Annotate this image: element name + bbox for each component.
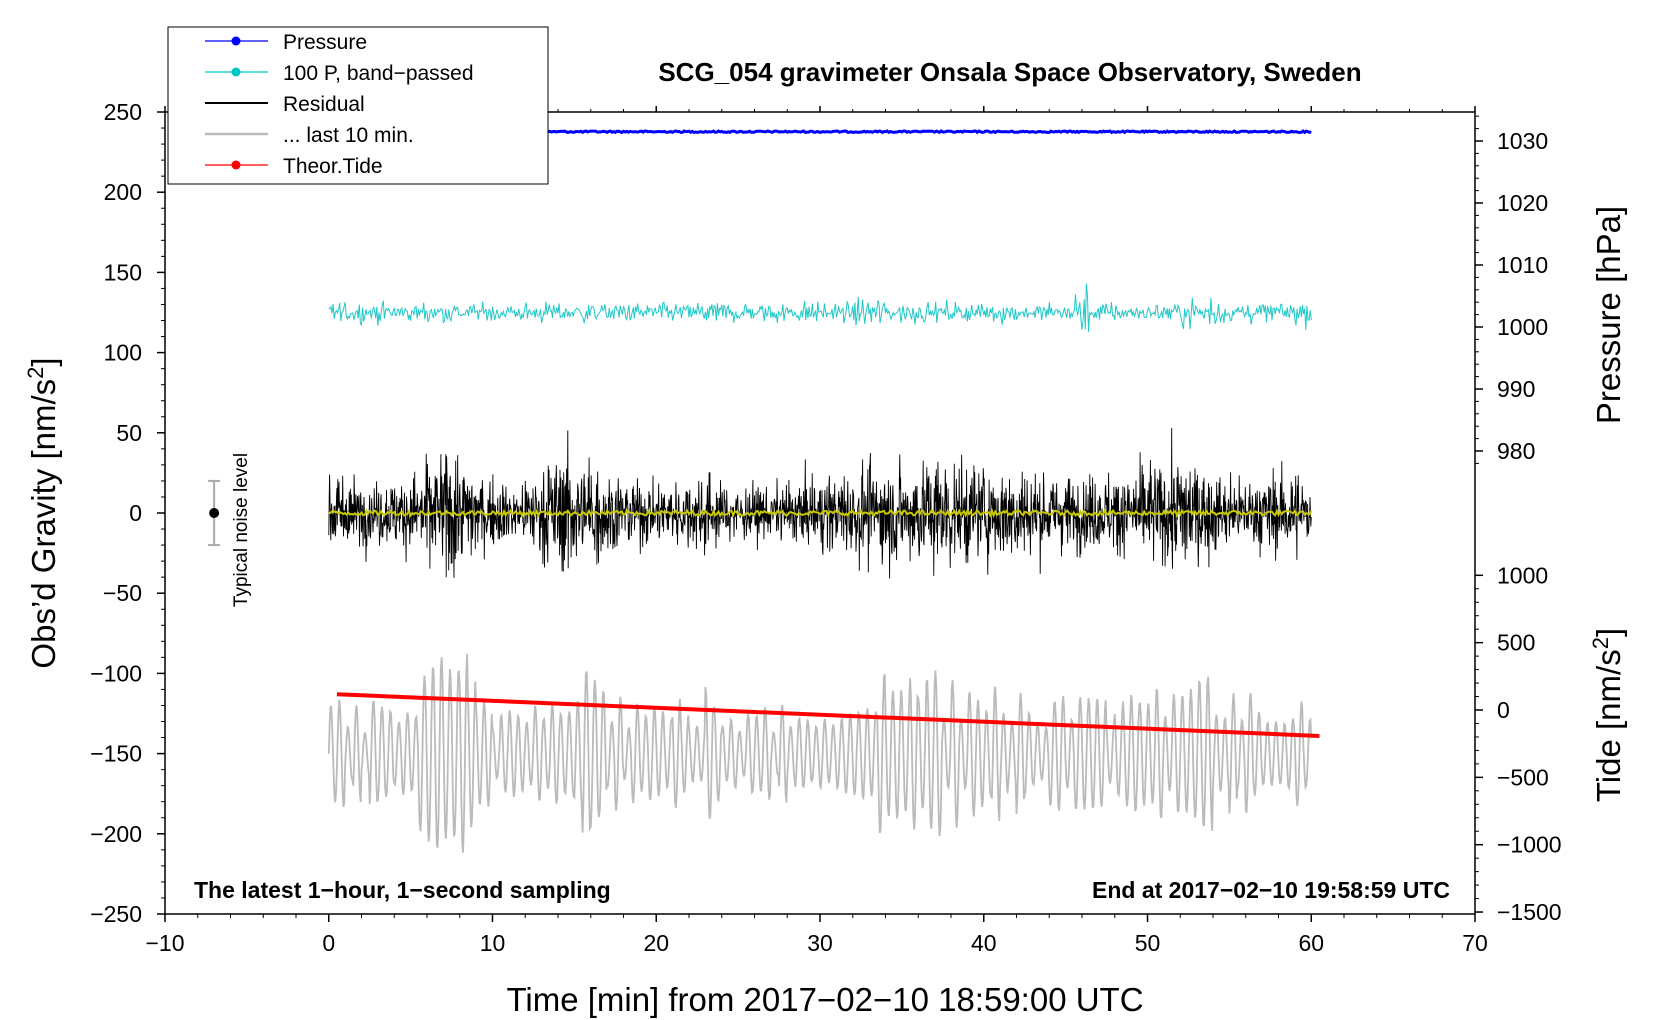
series-line-theoretical-tide: [336, 692, 1320, 738]
tide-tick-label: 1000: [1497, 562, 1548, 588]
legend-label: Pressure: [283, 31, 367, 54]
x-tick-label: 30: [807, 930, 833, 956]
x-tick-label: 10: [480, 930, 506, 956]
pressure-tick-label: 990: [1497, 376, 1535, 402]
y-left-tick-label: 250: [104, 99, 142, 125]
x-tick-label: 0: [322, 930, 335, 956]
y-left-tick-label: 100: [104, 340, 142, 366]
series-line-pressure-bandpassed: [328, 283, 1312, 332]
legend-label: Residual: [283, 93, 365, 116]
legend-marker: [231, 160, 241, 170]
series-line-residual-smoothed: [328, 507, 1313, 519]
pressure-tick-label: 980: [1497, 438, 1535, 464]
y-axis-left: 250 200 150 100 50 0 −50 −100 −150 −200 −250: [90, 99, 165, 927]
y-axis-left-title: Obs’d Gravity [nm/s2]: [23, 357, 63, 668]
pressure-tick-label: 1000: [1497, 314, 1548, 340]
y-left-tick-label: 0: [129, 500, 142, 526]
legend-marker: [231, 36, 241, 46]
y-left-tick-label: 50: [116, 420, 142, 446]
x-tick-label: 40: [971, 930, 997, 956]
y-left-tick-label: −150: [90, 741, 142, 767]
noise-label: Typical noise level: [231, 453, 252, 607]
x-tick-label: 50: [1135, 930, 1161, 956]
tide-tick-label: −1500: [1497, 899, 1562, 925]
pressure-tick-label: 1030: [1497, 128, 1548, 154]
legend-box: [167, 26, 549, 185]
y-left-tick-label: −50: [103, 580, 142, 606]
y-left-tick-label: 150: [104, 259, 142, 285]
legend-label: Theor.Tide: [283, 155, 383, 178]
x-tick-label: 70: [1462, 930, 1488, 956]
y-axis-pressure: 1030 1020 1010 1000 990 980: [1475, 115, 1548, 464]
y-axis-tide: 1000 500 0 −500 −1000 −1500: [1475, 562, 1562, 925]
pressure-tick-label: 1010: [1497, 252, 1548, 278]
x-axis-title: Time [min] from 2017−02−10 18:59:00 UTC: [506, 981, 1143, 1018]
legend-label: 100 P, band−passed: [283, 62, 474, 85]
x-tick-label: 20: [643, 930, 669, 956]
tide-tick-label: −1000: [1497, 832, 1562, 858]
x-axis: −10 0 10 20 30 40 50 60 70: [145, 106, 1488, 956]
footer-left: The latest 1−hour, 1−second sampling: [194, 877, 611, 903]
series-line-last-10-min: [327, 653, 1313, 853]
tide-tick-label: −500: [1497, 764, 1549, 790]
footer-right: End at 2017−02−10 19:58:59 UTC: [1092, 877, 1450, 903]
y-left-tick-label: 200: [104, 179, 142, 205]
noise-center-dot: [209, 508, 220, 518]
tide-tick-label: 500: [1497, 630, 1535, 656]
pressure-tick-label: 1020: [1497, 190, 1548, 216]
x-tick-label: −10: [145, 930, 184, 956]
y-left-tick-label: −200: [90, 821, 142, 847]
y-left-tick-label: −250: [90, 901, 142, 927]
chart-title: SCG_054 gravimeter Onsala Space Observat…: [658, 57, 1361, 87]
y-left-tick-label: −100: [90, 660, 142, 686]
x-tick-label: 60: [1298, 930, 1324, 956]
y-axis-pressure-title: Pressure [hPa]: [1590, 206, 1627, 424]
tide-tick-label: 0: [1497, 697, 1510, 723]
legend-label: ... last 10 min.: [283, 124, 414, 147]
legend-marker: [231, 67, 241, 77]
y-axis-tide-title: Tide [nm/s2]: [1588, 628, 1628, 802]
noise-indicator: [208, 479, 221, 547]
legend: Pressure 100 P, band−passed Residual ... la…: [167, 26, 549, 185]
